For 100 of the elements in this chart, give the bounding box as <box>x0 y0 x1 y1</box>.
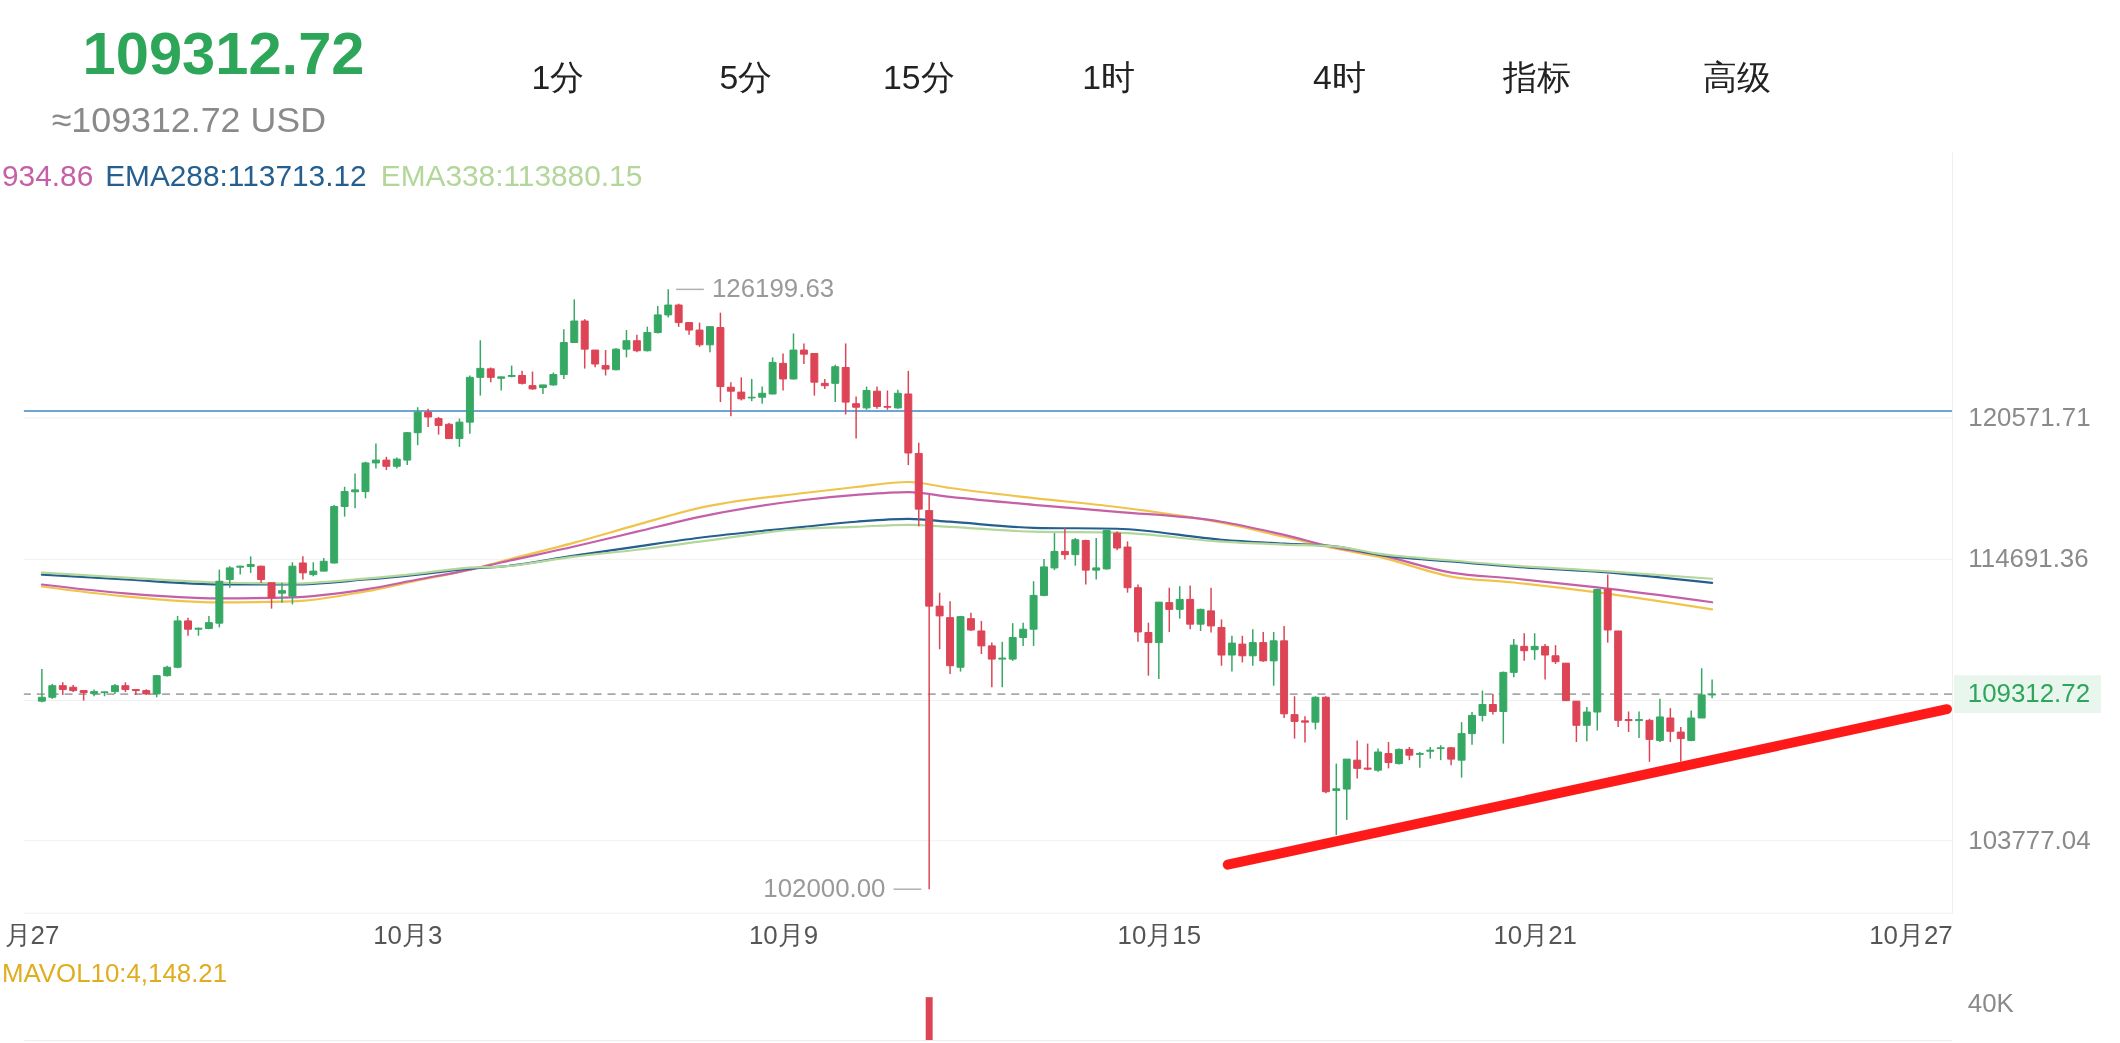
candlestick <box>1227 635 1236 673</box>
candlestick <box>1175 585 1184 620</box>
text: 4时 <box>1313 58 1366 97</box>
candlestick <box>653 305 662 335</box>
candlestick <box>570 298 579 344</box>
candlestick <box>695 321 704 348</box>
text: 指标 <box>1502 58 1572 97</box>
candlestick <box>747 378 756 402</box>
candlestick <box>1447 746 1456 766</box>
candlestick <box>184 616 193 637</box>
candlestick <box>862 385 871 411</box>
text: EMA338:113880.15 <box>380 158 643 192</box>
candlestick <box>1071 537 1080 567</box>
candlestick <box>1332 762 1341 836</box>
candlestick <box>1269 631 1278 687</box>
x-tick-label: 10月15 <box>1117 921 1202 950</box>
text: 40K <box>1967 989 2014 1018</box>
candlestick <box>424 408 433 428</box>
candlestick <box>852 395 861 440</box>
candlestick <box>1165 586 1174 633</box>
text: 15分 <box>883 58 955 97</box>
x-tick-label: 月27 <box>4 921 60 950</box>
candlestick <box>1655 698 1664 743</box>
candlestick <box>1697 667 1706 719</box>
annotation: 126199.63 <box>711 274 835 303</box>
candlestick <box>476 339 485 397</box>
candlestick <box>1530 632 1539 661</box>
candlestick <box>1353 739 1362 780</box>
x-tick-label: 10月3 <box>373 921 443 950</box>
candlestick <box>1092 537 1101 581</box>
candlestick <box>1666 707 1675 743</box>
ref-line-label: 109312.72 <box>1967 679 2091 708</box>
candlestick <box>799 342 808 365</box>
candlestick <box>497 375 506 392</box>
candlestick <box>1374 747 1383 773</box>
candlestick <box>883 389 892 411</box>
candlestick <box>1144 621 1153 677</box>
text: 1时 <box>1082 58 1136 97</box>
candlestick <box>455 417 464 448</box>
candlestick <box>1207 586 1216 634</box>
candlestick <box>278 581 286 604</box>
candlestick <box>893 389 902 410</box>
candlestick <box>758 385 767 405</box>
candlestick <box>1520 632 1529 662</box>
candlestick <box>1541 643 1550 681</box>
candlestick <box>1708 678 1717 700</box>
candlestick <box>664 288 673 319</box>
candlestick <box>831 363 840 403</box>
candlestick <box>371 442 380 470</box>
candlestick <box>1635 710 1644 739</box>
candlestick <box>298 555 307 581</box>
text: 109312.72 <box>82 19 365 87</box>
candlestick <box>1624 710 1633 733</box>
x-tick-label: 10月9 <box>748 921 819 950</box>
candlestick <box>1113 530 1122 551</box>
y-tick-label: 114691.36 <box>1968 544 2089 573</box>
candlestick <box>1687 709 1696 742</box>
chart-title: MAVOL10:4,148.21 <box>1 959 228 988</box>
candlestick <box>351 472 360 509</box>
candlestick <box>873 385 881 410</box>
candlestick <box>977 620 986 655</box>
candlestick <box>267 581 276 610</box>
x-tick-label: 10月21 <box>1493 921 1577 950</box>
text: 5分 <box>719 58 773 97</box>
candlestick <box>643 325 652 353</box>
candlestick <box>1582 706 1591 742</box>
candlestick <box>726 381 735 418</box>
candlestick <box>601 349 610 377</box>
candlestick <box>1301 715 1309 744</box>
candlestick <box>1468 711 1476 746</box>
candlestick <box>236 564 245 576</box>
y-tick-label: 103777.04 <box>1968 825 2091 854</box>
candlestick <box>779 352 788 392</box>
candlestick <box>966 611 975 632</box>
candlestick <box>1259 631 1268 663</box>
candlestick <box>1008 622 1017 662</box>
candlestick <box>1415 751 1424 769</box>
candlestick <box>1551 644 1560 665</box>
candlestick <box>622 329 631 359</box>
annotation: 102000.00 <box>763 874 886 903</box>
candlestick <box>998 641 1007 688</box>
text: ≈109312.72 USD <box>51 100 326 141</box>
candlestick <box>413 406 422 446</box>
candlestick <box>935 591 944 650</box>
y-tick-label: 120571.71 <box>1968 403 2091 432</box>
candlestick <box>1384 741 1393 770</box>
candlestick <box>987 641 996 688</box>
text: 1分 <box>531 58 585 97</box>
candlestick <box>225 565 234 589</box>
candlestick <box>1290 695 1299 740</box>
candlestick <box>1060 527 1069 561</box>
text: 934.86 <box>1 158 94 192</box>
text: 高级 <box>1703 58 1772 97</box>
candlestick <box>131 688 140 696</box>
candlestick <box>1363 742 1372 771</box>
candlestick <box>737 376 746 402</box>
candlestick <box>1050 532 1059 571</box>
candlestick <box>37 668 46 703</box>
text: EMA288:113713.12 <box>105 158 367 192</box>
candlestick <box>1238 635 1247 664</box>
